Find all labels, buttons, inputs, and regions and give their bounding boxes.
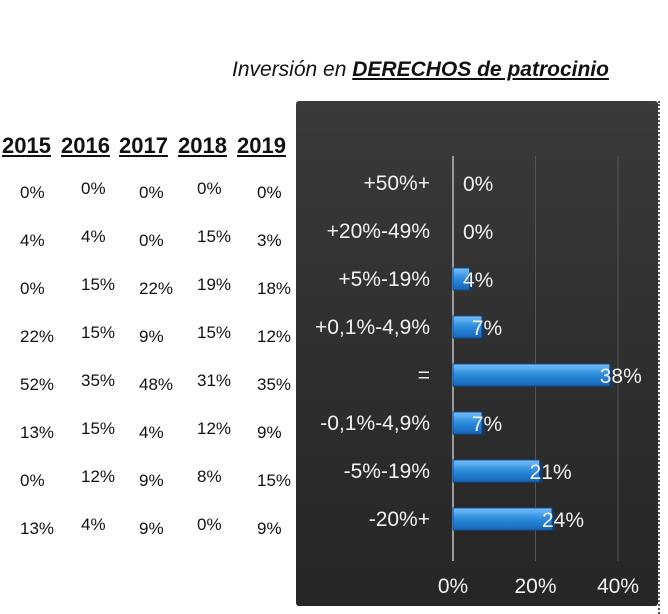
category-label: -20%+ <box>369 508 430 531</box>
category-label: +5%-19% <box>338 268 430 291</box>
table-cell: 0% <box>20 279 45 298</box>
table-cell: 12% <box>257 327 292 346</box>
value-label: 7% <box>472 413 502 436</box>
bar-shadow <box>609 367 613 387</box>
x-tick-label: 40% <box>597 575 639 598</box>
table-cell: 31% <box>197 371 232 390</box>
table-cell: 0% <box>20 471 45 490</box>
table-cell: 4% <box>139 423 164 442</box>
table-cell: 19% <box>197 275 232 294</box>
table-cell: 0% <box>20 183 45 202</box>
value-label: 21% <box>530 461 572 484</box>
category-label: +20%-49% <box>327 220 430 243</box>
table-cell: 0% <box>139 183 164 202</box>
bar <box>452 459 541 483</box>
table-cell: 9% <box>139 519 164 538</box>
table-cell: 0% <box>257 183 282 202</box>
table-cell: 0% <box>139 231 164 250</box>
bar-chart: +50%+ 0% +20%-49% 0% +5%-19% 4% +0,1%-4,9% 7% = 3… <box>315 156 642 598</box>
table-cell: 15% <box>81 419 116 438</box>
category-label: +50%+ <box>363 172 430 195</box>
table-cell: 15% <box>81 275 116 294</box>
table-cell: 9% <box>257 423 282 442</box>
table-cell: 13% <box>20 519 55 538</box>
category-label: = <box>418 364 430 387</box>
value-label: 7% <box>472 317 502 340</box>
table-cell: 0% <box>197 515 222 534</box>
title-prefix: Inversión en <box>232 58 353 81</box>
table-cell: 4% <box>81 515 106 534</box>
table-cell: 52% <box>20 375 55 394</box>
table-cell: 15% <box>81 323 116 342</box>
table-cell: 48% <box>139 375 174 394</box>
bar <box>452 363 611 387</box>
chart-panel: +50%+ 0% +20%-49% 0% +5%-19% 4% +0,1%-4,9% 7% = 3… <box>296 101 658 606</box>
bar-shadow <box>469 271 473 291</box>
category-label: -5%-19% <box>344 460 430 483</box>
table-cell: 9% <box>139 471 164 490</box>
table-cell: 12% <box>197 419 232 438</box>
title-emphasis: DERECHOS de patrocinio <box>352 58 609 81</box>
table-cell: 22% <box>139 279 174 298</box>
bar-shadow <box>539 463 543 483</box>
table-cell: 35% <box>257 375 292 394</box>
bar-shadow <box>481 415 485 435</box>
dotted-divider <box>658 101 660 614</box>
x-tick-label: 20% <box>514 575 556 598</box>
table-cell: 4% <box>81 227 106 246</box>
table-cell: 35% <box>81 371 116 390</box>
year-header-2019: 2019 <box>237 133 286 158</box>
chart-title: Inversión en DERECHOS de patrocinio <box>232 58 609 82</box>
year-header-2018: 2018 <box>178 133 227 158</box>
table-cell: 9% <box>257 519 282 538</box>
bar-shadow <box>481 319 485 339</box>
table-cell: 3% <box>257 231 282 250</box>
value-label: 24% <box>542 509 584 532</box>
value-label: 0% <box>463 221 493 244</box>
table-cell: 18% <box>257 279 292 298</box>
table-cell: 8% <box>197 467 222 486</box>
value-label: 38% <box>600 365 642 388</box>
table-cell: 9% <box>139 327 164 346</box>
table-cell: 22% <box>20 327 55 346</box>
table-cell: 12% <box>81 467 116 486</box>
bar <box>452 507 553 531</box>
value-label: 4% <box>463 269 493 292</box>
table-cell: 0% <box>197 179 222 198</box>
table-cell: 15% <box>257 471 292 490</box>
year-header-2017: 2017 <box>119 133 168 158</box>
category-label: +0,1%-4,9% <box>315 316 430 339</box>
value-label: 0% <box>463 173 493 196</box>
table-cell: 4% <box>20 231 45 250</box>
bar-shadow <box>552 511 555 531</box>
x-tick-label: 0% <box>438 575 468 598</box>
table-cell: 15% <box>197 323 232 342</box>
table-cell: 15% <box>197 227 232 246</box>
year-header-2015: 2015 <box>2 133 51 158</box>
table-cell: 0% <box>81 179 106 198</box>
year-header-2016: 2016 <box>61 133 110 158</box>
category-label: -0,1%-4,9% <box>320 412 430 435</box>
table-cell: 13% <box>20 423 55 442</box>
